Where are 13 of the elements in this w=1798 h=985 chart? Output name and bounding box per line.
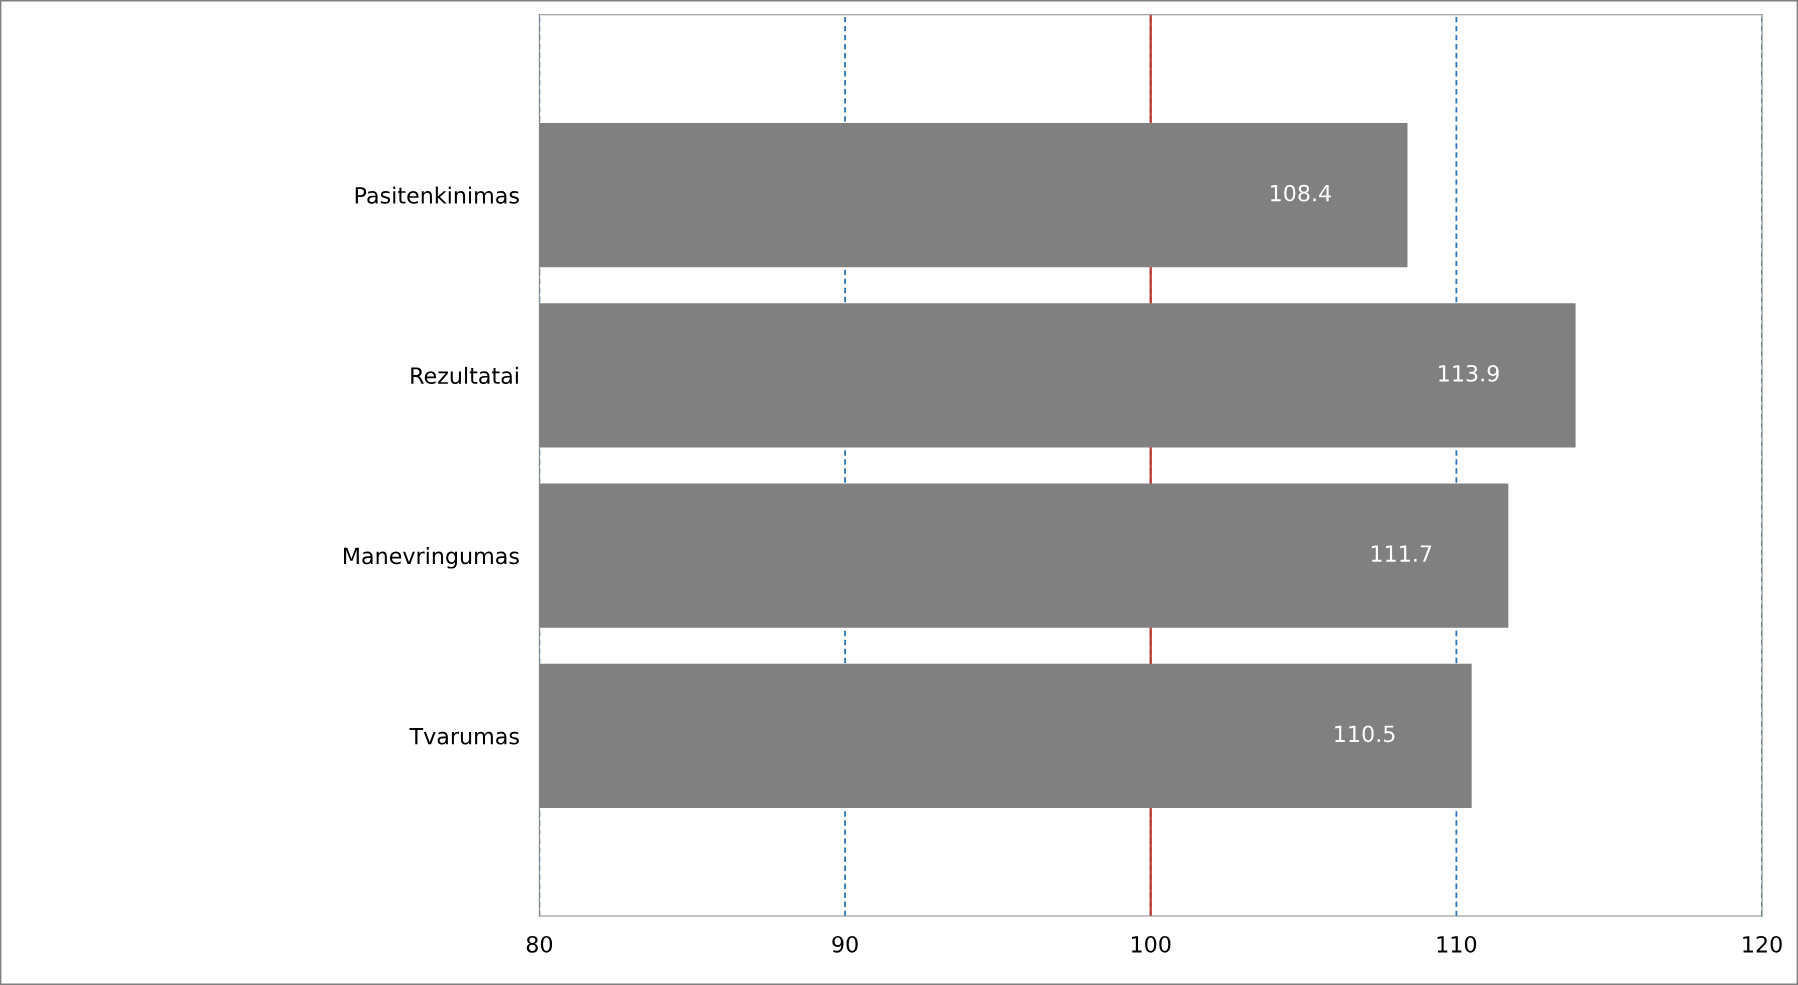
x-tick-label: 90 [832,935,858,953]
data-label: 108.4 [1271,184,1331,202]
data-label: 110.5 [1335,725,1395,743]
y-tick-label: Pasitenkinimas [355,186,519,204]
y-tick-label: Tvarumas [409,728,519,745]
x-tick-label: 80 [526,935,553,953]
x-tick-label: 100 [1131,935,1171,953]
x-tick-label: 120 [1743,935,1782,953]
data-label: 111.7 [1371,545,1432,562]
y-tick-label: Manevringumas [344,547,519,569]
y-tick-label: Rezultatai [411,366,518,385]
data-label: 113.9 [1439,364,1499,382]
x-tick-label: 110 [1437,935,1477,953]
